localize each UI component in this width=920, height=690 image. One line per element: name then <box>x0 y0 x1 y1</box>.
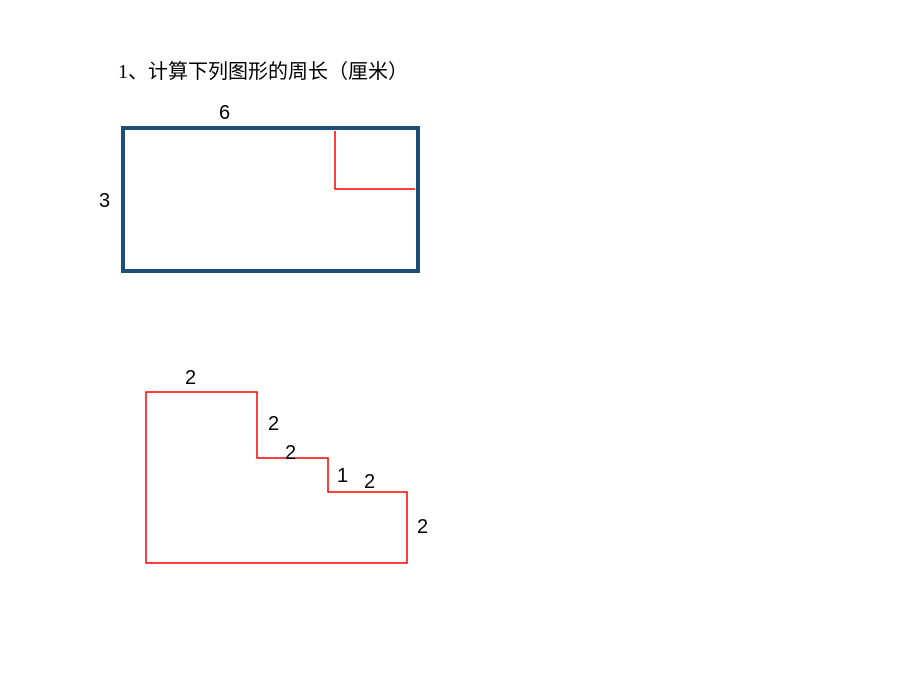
fig2-label-3: 2 <box>285 442 296 465</box>
diagram-canvas <box>0 0 920 690</box>
fig2-label-2: 2 <box>268 413 279 436</box>
fig1-outer-rect <box>123 128 418 271</box>
fig1-label-left: 3 <box>99 190 110 213</box>
fig2-label-1: 2 <box>185 367 196 390</box>
fig2-label-6: 2 <box>417 516 428 539</box>
fig2-label-4: 1 <box>337 465 348 488</box>
fig1-label-top: 6 <box>219 102 230 125</box>
fig2-label-5: 2 <box>364 471 375 494</box>
fig1-inner-square <box>335 131 415 189</box>
